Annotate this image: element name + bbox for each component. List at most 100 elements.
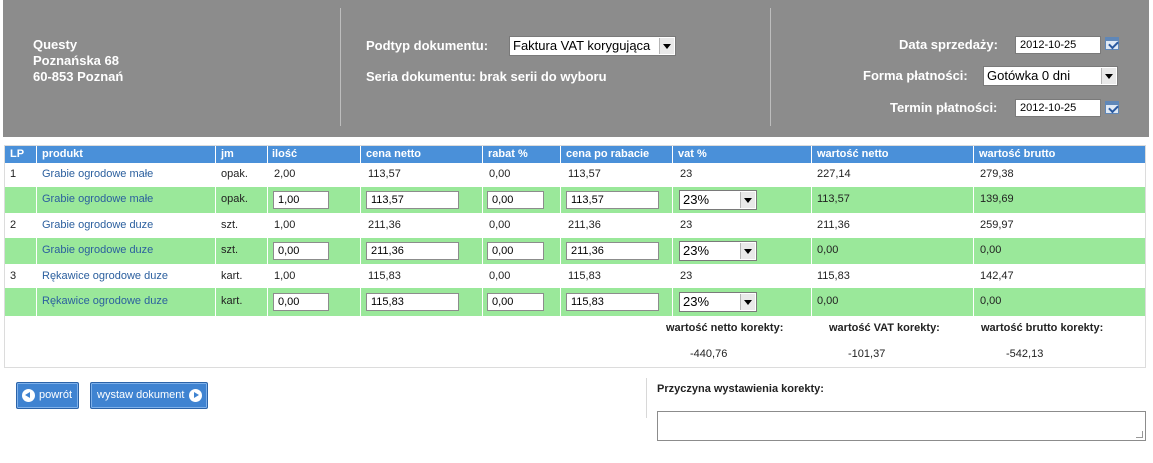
column-divider [482,146,483,163]
discount-input[interactable]: 0,00 [487,293,544,311]
quantity-input[interactable]: 1,00 [273,191,329,209]
vat-correction-label: wartość VAT korekty: [829,322,940,334]
company-name: Questy [33,37,78,52]
quantity-input[interactable]: 0,00 [273,242,329,260]
product-link[interactable]: Grabie ogrodowe małe [42,193,154,205]
vat-select[interactable]: 23% [679,190,757,210]
row-lp: 2 [10,219,17,231]
unit-cell: szt. [221,244,239,256]
product-link[interactable]: Grabie ogrodowe duze [42,219,154,231]
product-link[interactable]: Rękawice ogrodowe duze [42,295,168,307]
chevron-down-icon [1101,68,1116,84]
payment-form-label: Forma płatności: [863,68,968,83]
issue-document-button[interactable]: wystaw dokument [90,382,208,409]
table-row: 1 Grabie ogrodowe małe opak. 2,00 113,57… [5,163,1145,187]
column-divider [560,238,561,264]
gross-total-cell: 0,00 [980,244,1002,256]
chevron-down-icon [740,294,755,310]
payment-due-field[interactable]: 2012-10-25 [1015,99,1101,117]
column-divider [36,146,37,163]
footer-divider [646,378,647,418]
company-address: Questy Poznańska 68 60-853 Poznań [33,37,123,85]
gross-total-cell: 259,97 [980,219,1014,231]
correction-row: Rękawice ogrodowe duze kart. 0,00 115,83… [5,288,1145,316]
sale-date-field[interactable]: 2012-10-25 [1015,36,1101,54]
vat-cell: 23 [680,219,693,231]
gross-correction-value: -542,13 [1006,348,1044,360]
calendar-icon[interactable] [1105,101,1119,114]
column-divider [360,238,361,264]
price-after-discount-cell: 113,57 [568,168,601,180]
column-header-net-price: cena netto [366,148,422,160]
price-after-discount-input[interactable]: 211,36 [566,242,659,260]
quantity-cell: 2,00 [274,168,296,180]
vat-cell: 23 [680,168,693,180]
subtype-label: Podtyp dokumentu: [366,38,489,53]
net-price-cell: 113,57 [368,168,401,180]
chevron-down-icon [740,192,755,208]
net-price-input[interactable]: 211,36 [366,242,459,260]
column-divider [482,238,483,264]
column-divider [973,146,974,163]
column-divider [215,288,216,316]
correction-row: Grabie ogrodowe małe opak. 1,00 113,57 0… [5,187,1145,213]
column-header-lp: LP [10,148,25,160]
net-correction-value: -440,76 [690,348,728,360]
column-divider [360,288,361,316]
net-price-input[interactable]: 115,83 [366,293,459,311]
net-total-cell: 211,36 [817,219,850,231]
calendar-icon[interactable] [1105,37,1119,50]
product-link[interactable]: Grabie ogrodowe duze [42,244,154,256]
gross-total-cell: 0,00 [980,295,1002,307]
column-divider [811,288,812,316]
column-divider [267,288,268,316]
document-header: Questy Poznańska 68 60-853 Poznań Podtyp… [3,0,1149,137]
vat-cell: 23 [680,270,693,282]
issue-document-label: wystaw dokument [97,389,185,401]
vat-select-value: 23% [683,192,710,207]
net-total-cell: 115,83 [817,270,850,282]
column-header-price-after-discount: cena po rabacie [566,148,650,160]
unit-cell: opak. [221,193,248,205]
discount-input[interactable]: 0,00 [487,242,544,260]
price-after-discount-input[interactable]: 113,57 [566,191,659,209]
column-divider [482,288,483,316]
discount-input[interactable]: 0,00 [487,191,544,209]
row-lp: 1 [10,168,17,180]
table-header: LP produkt jm ilość cena netto rabat % c… [5,146,1145,163]
product-link[interactable]: Rękawice ogrodowe duze [42,270,168,282]
subtype-select[interactable]: Faktura VAT korygująca [509,36,676,56]
column-divider [672,146,673,163]
back-button-label: powrót [39,389,73,401]
quantity-input[interactable]: 0,00 [273,293,329,311]
header-divider [770,8,771,126]
column-header-product: produkt [42,148,83,160]
column-divider [672,187,673,213]
net-total-cell: 0,00 [817,295,839,307]
vat-select[interactable]: 23% [679,241,757,261]
discount-cell: 0,00 [489,219,511,231]
correction-row: Grabie ogrodowe duze szt. 0,00 211,36 0,… [5,238,1145,264]
column-header-net-total: wartość netto [817,148,889,160]
row-lp: 3 [10,270,17,282]
column-divider [267,146,268,163]
column-divider [811,187,812,213]
table-row: 2 Grabie ogrodowe duze szt. 1,00 211,36 … [5,213,1145,238]
product-link[interactable]: Grabie ogrodowe małe [42,168,154,180]
column-divider [36,238,37,264]
back-button[interactable]: powrót [16,382,79,409]
payment-form-select[interactable]: Gotówka 0 dni [983,66,1118,86]
payment-due-label: Termin płatności: [890,100,998,115]
correction-reason-textarea[interactable] [657,411,1146,441]
column-divider [360,187,361,213]
gross-total-cell: 279,38 [980,168,1014,180]
column-divider [811,146,812,163]
arrow-left-icon [22,389,35,402]
price-after-discount-input[interactable]: 115,83 [566,293,659,311]
table-row: 3 Rękawice ogrodowe duze kart. 1,00 115,… [5,264,1145,288]
price-after-discount-cell: 211,36 [568,219,601,231]
vat-select[interactable]: 23% [679,292,757,312]
unit-cell: kart. [221,295,243,307]
column-divider [811,238,812,264]
net-price-input[interactable]: 113,57 [366,191,459,209]
